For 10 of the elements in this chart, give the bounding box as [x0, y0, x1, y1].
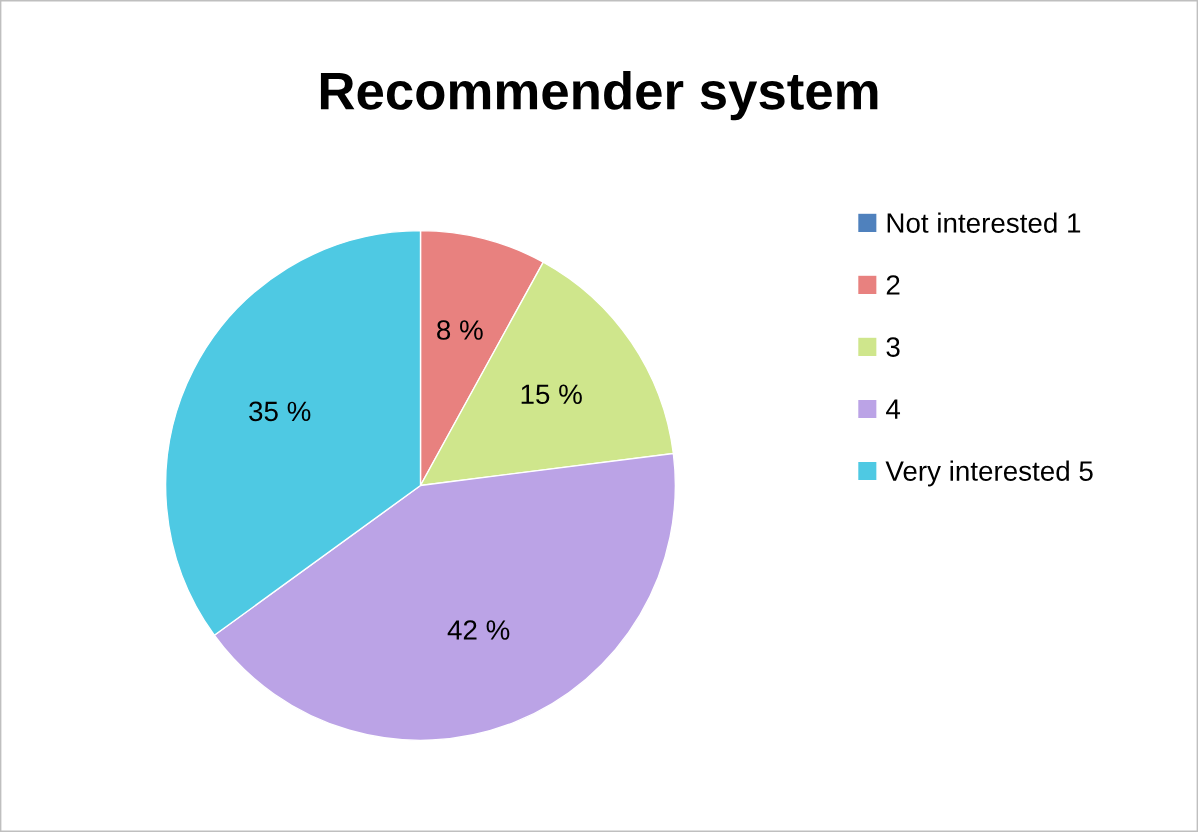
legend-label: Not interested 1	[887, 212, 1081, 233]
legend-label: 3	[886, 337, 900, 357]
data-label: 8 %	[437, 320, 483, 340]
legend-label: Very interested 5	[885, 460, 1093, 487]
chart-title: Recommender system	[320, 71, 878, 121]
data-label: 15 %	[521, 384, 582, 405]
legend-label: 2	[886, 275, 900, 295]
data-label: 35 %	[249, 401, 311, 422]
data-label: 42 %	[447, 620, 510, 640]
legend-label: 4	[886, 399, 901, 419]
